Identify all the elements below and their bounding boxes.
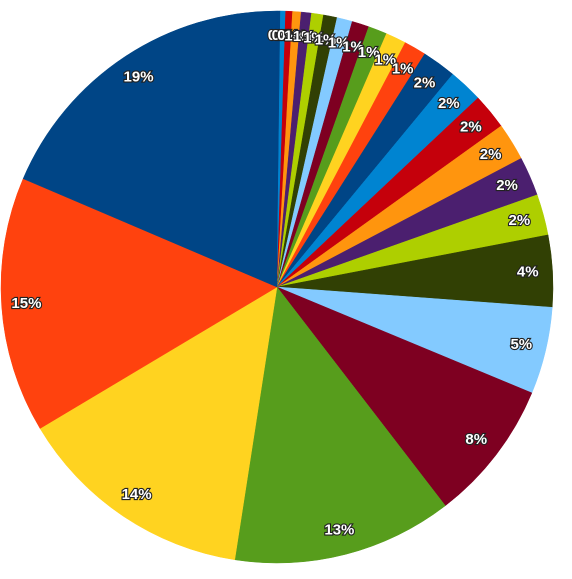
slice-label: 2% (460, 118, 482, 135)
slice-label: 1% (342, 39, 364, 56)
slice-label: 13% (324, 521, 354, 538)
slice-label: 1% (303, 30, 325, 47)
pie-slice (39, 286, 278, 561)
slice-label: 14% (122, 486, 152, 503)
pie-slice (234, 286, 446, 564)
slice-label: 8% (465, 431, 487, 448)
slice-label: 1% (358, 44, 380, 61)
slice-label: 0% (277, 27, 299, 44)
slice-label: 1% (315, 32, 337, 49)
slice-label: 2% (438, 95, 460, 112)
slice-label: 19% (124, 68, 154, 85)
slice-label: 1% (293, 28, 315, 45)
pie-slice (22, 10, 278, 288)
slice-label: 1% (392, 61, 414, 78)
pie-slice (276, 286, 533, 507)
slice-label: 2% (509, 212, 531, 229)
slice-label: 2% (414, 75, 436, 92)
slice-label: 2% (480, 146, 502, 163)
pie-slice (0, 178, 278, 429)
slice-label: 1% (284, 27, 306, 44)
slice-label: 2% (496, 177, 518, 194)
slice-label: 4% (517, 263, 539, 280)
slice-label: 0% (268, 27, 290, 44)
slice-label: 15% (11, 295, 41, 312)
slice-label: 1% (374, 51, 396, 68)
slice-label: 5% (510, 336, 532, 353)
slice-label: 1% (328, 34, 350, 51)
slice-label: 0% (272, 27, 294, 44)
